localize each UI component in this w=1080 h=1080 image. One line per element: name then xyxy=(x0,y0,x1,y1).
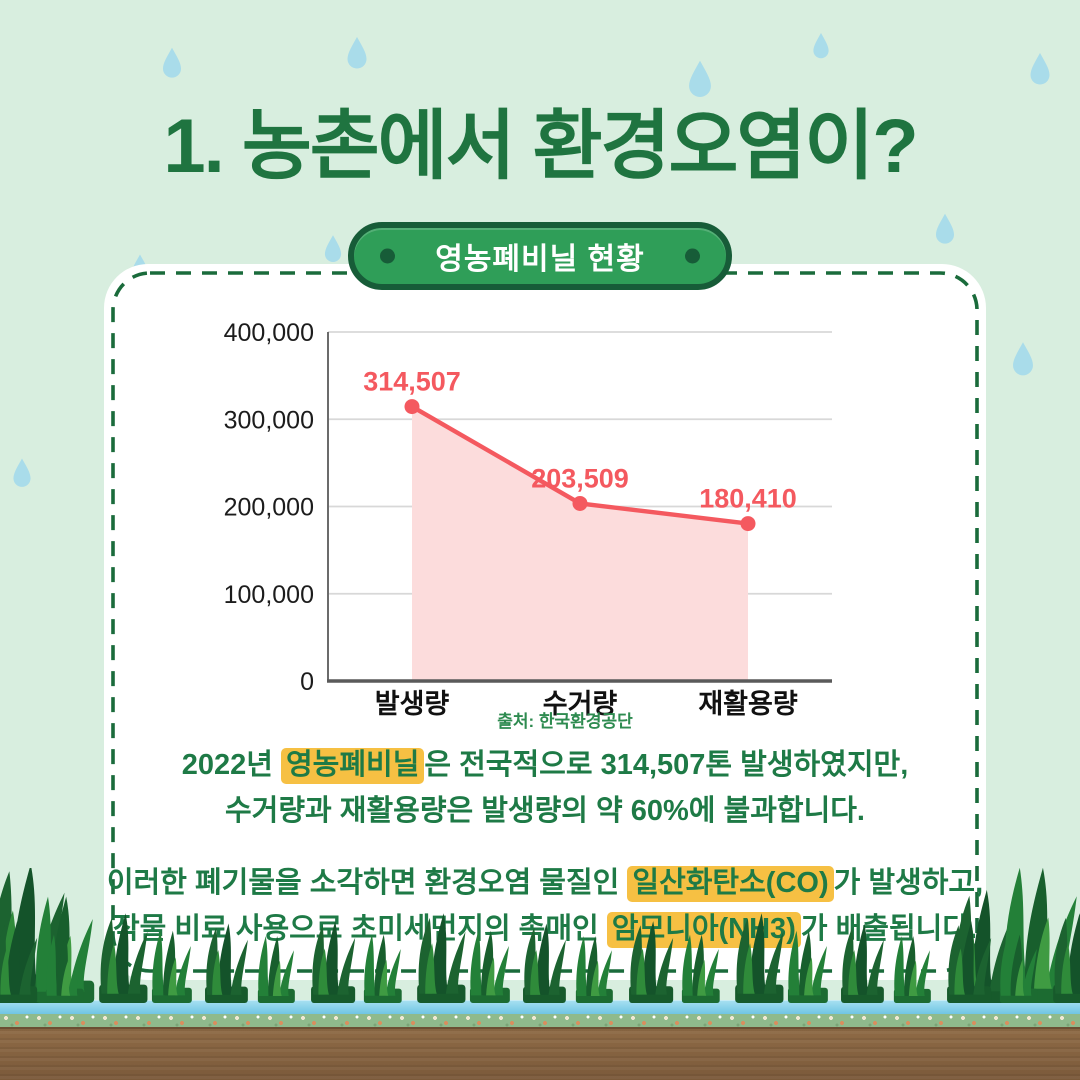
y-tick-label: 0 xyxy=(300,668,314,696)
agri-vinyl-area-chart: 400,000 300,000 200,000 100,000 0 314,507 발생량 2… xyxy=(224,319,832,731)
y-tick-label: 100,000 xyxy=(224,581,314,609)
category-label: 수거량 xyxy=(543,689,618,719)
text-segment: 이러한 폐기물을 소각하면 환경오염 물질인 xyxy=(106,867,628,899)
chart-card: 400,000 300,000 200,000 100,000 0 314,507 발생량 2… xyxy=(104,264,986,980)
data-label: 314,507 xyxy=(363,367,461,397)
pebble-strip-decoration xyxy=(0,1014,1080,1027)
y-tick-label: 400,000 xyxy=(224,319,314,347)
status-badge: 영농폐비닐 현황 xyxy=(348,222,732,290)
soil-decoration xyxy=(0,1027,1080,1080)
data-point xyxy=(404,399,420,415)
text-segment: 수거량과 재활용량은 발생량의 약 60%에 불과합니다. xyxy=(225,795,865,827)
paragraph-pollution-effects: 이러한 폐기물을 소각하면 환경오염 물질인 일산화탄소(CO) 가 발생하고, … xyxy=(104,860,986,952)
text-segment: 가 발생하고, xyxy=(833,867,984,899)
badge-dot-icon xyxy=(685,248,700,264)
highlight-waste-vinyl: 영농폐비닐 xyxy=(280,748,425,784)
data-point xyxy=(740,516,756,532)
category-label: 재활용량 xyxy=(698,689,798,719)
badge-label: 영농폐비닐 현황 xyxy=(435,243,645,276)
area-fill xyxy=(412,406,748,681)
badge-dot-icon xyxy=(380,248,395,264)
data-label: 203,509 xyxy=(531,463,629,493)
text-segment: 2022년 xyxy=(181,749,281,781)
text-segment: 가 배출됩니다. xyxy=(800,913,978,945)
data-label: 180,410 xyxy=(699,484,797,514)
category-label: 발생량 xyxy=(375,689,450,719)
page-title: 1. 농촌에서 환경오염이? xyxy=(163,104,918,189)
y-tick-label: 300,000 xyxy=(224,406,314,434)
y-tick-label: 200,000 xyxy=(224,494,314,522)
text-segment: 은 전국적으로 314,507톤 발생하였지만, xyxy=(424,749,909,781)
source-label: 출처: 한국환경공단 xyxy=(497,712,633,731)
data-point xyxy=(572,495,588,511)
highlight-carbon-monoxide: 일산화탄소(CO) xyxy=(627,866,834,902)
grass-decoration xyxy=(0,868,1080,1003)
text-segment: 작물 비료 사용으로 초미세먼지의 촉매인 xyxy=(112,913,607,945)
paragraph-generation-stats: 2022년 영농폐비닐 은 전국적으로 314,507톤 발생하였지만, 수거량과… xyxy=(104,742,986,834)
